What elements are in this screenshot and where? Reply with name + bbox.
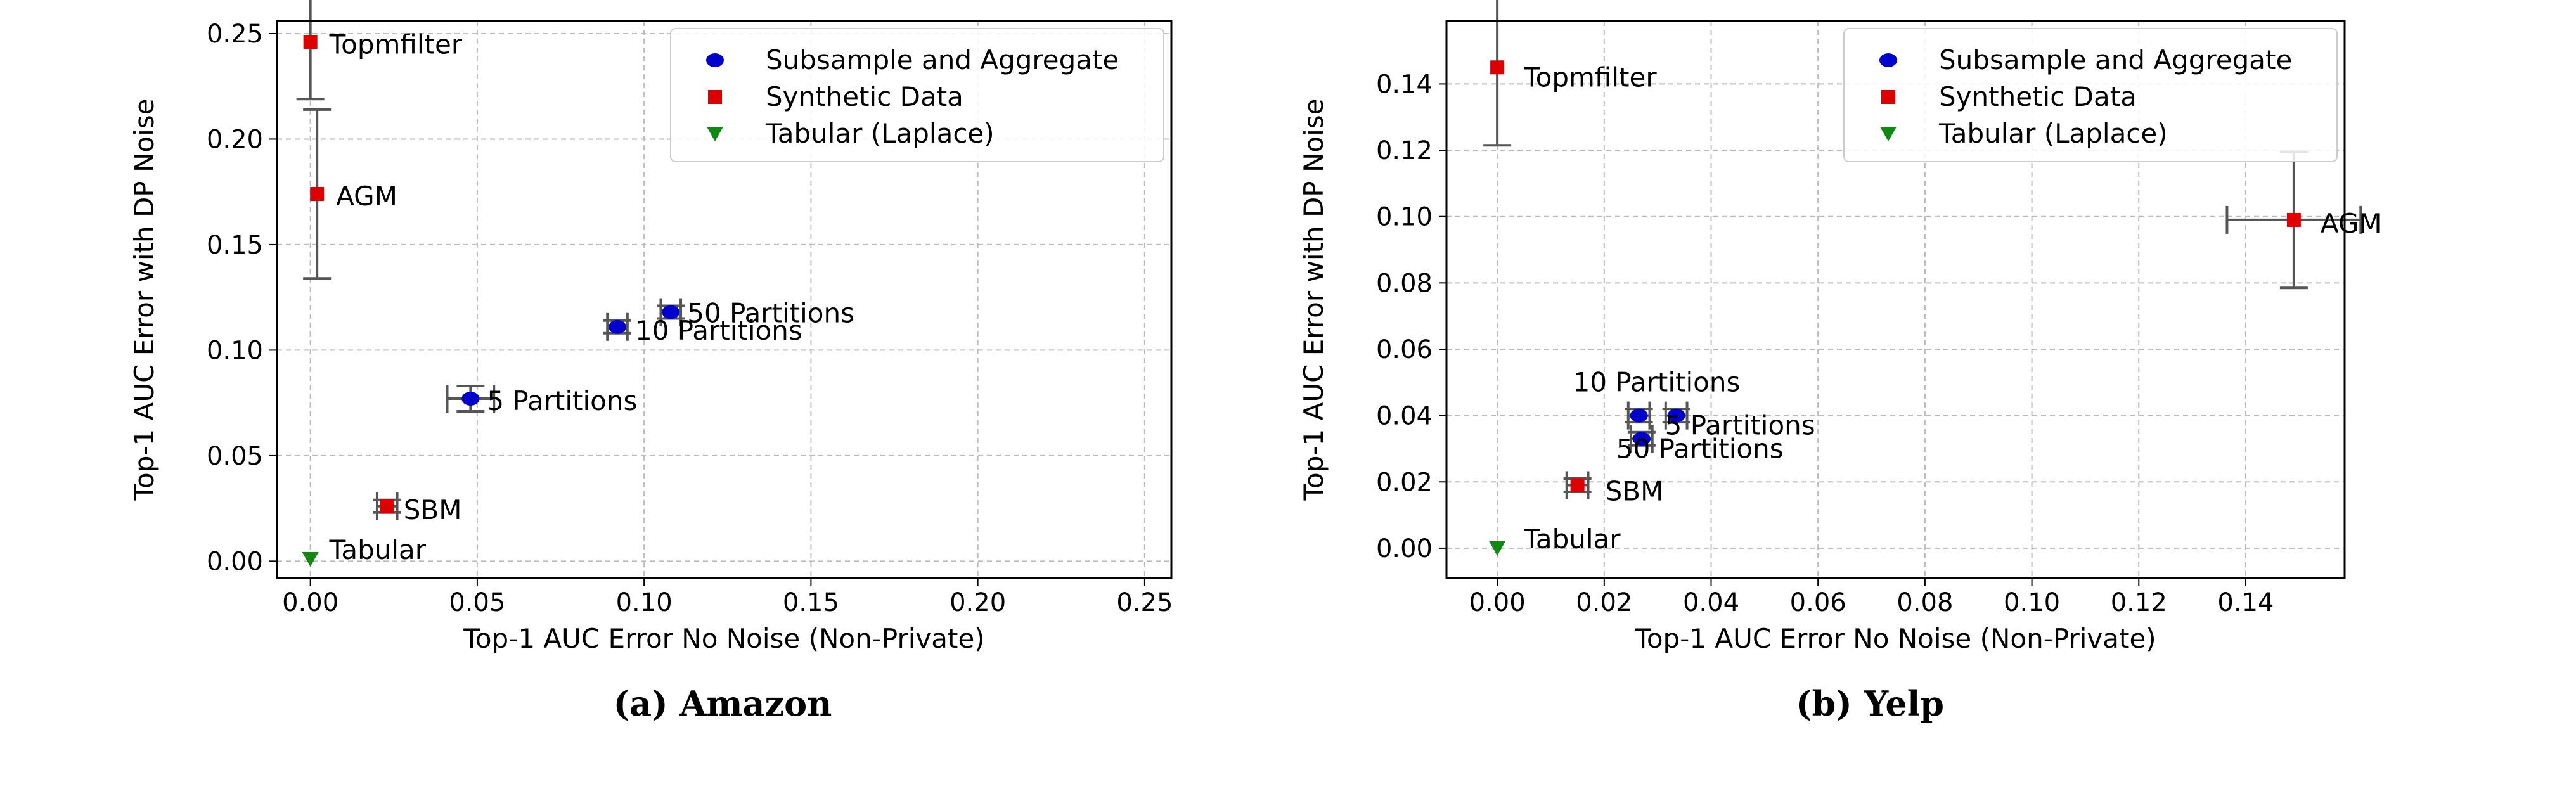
yelp-chart: 0.00 0.02 0.04 0.06 0.08 0.10 0.12 0.14 0.00 0.02… <box>1298 0 2382 654</box>
data-point-synthetic <box>310 187 325 202</box>
y-tick-label: 0.12 <box>1376 136 1433 165</box>
x-tick-label: 0.06 <box>1790 588 1846 617</box>
point-label: Tabular <box>1523 524 1621 555</box>
legend-label-subsample: Subsample and Aggregate <box>766 44 1119 75</box>
x-tick-label: 0.10 <box>616 588 673 617</box>
data-point-synthetic <box>303 35 318 49</box>
x-tick-label: 0.08 <box>1897 588 1953 617</box>
data-point-subsample <box>609 319 627 334</box>
legend-label-tabular: Tabular (Laplace) <box>1938 118 2168 149</box>
x-tick-label: 0.10 <box>2004 588 2060 617</box>
y-tick-label: 0.25 <box>207 20 263 49</box>
legend-marker-tabular <box>1880 127 1897 141</box>
x-axis-label: Top-1 AUC Error No Noise (Non-Private) <box>1634 623 2156 654</box>
point-label: AGM <box>336 181 397 212</box>
data-point-subsample <box>1632 432 1651 446</box>
data-point-subsample <box>1667 408 1685 423</box>
point-label: 10 Partitions <box>635 315 802 346</box>
y-tick-label: 0.20 <box>207 125 263 154</box>
y-tick-label: 0.10 <box>1376 203 1433 232</box>
point-label: Tabular <box>329 534 427 565</box>
y-axis-label: Top-1 AUC Error with DP Noise <box>129 99 160 501</box>
x-axis-label: Top-1 AUC Error No Noise (Non-Private) <box>463 623 984 654</box>
data-point-synthetic <box>1570 478 1585 492</box>
x-tick-label: 0.15 <box>783 588 839 617</box>
point-label: SBM <box>1606 476 1664 507</box>
y-tick-label: 0.15 <box>207 231 263 260</box>
data-point-subsample <box>461 391 480 406</box>
point-label: AGM <box>2321 208 2382 239</box>
x-tick-label: 0.14 <box>2217 588 2274 617</box>
x-tick-label: 0.25 <box>1116 588 1173 617</box>
x-tick-label: 0.04 <box>1683 588 1739 617</box>
point-label: 5 Partitions <box>1665 410 1815 441</box>
data-point-tabular <box>302 552 319 567</box>
legend-label-subsample: Subsample and Aggregate <box>1939 44 2292 75</box>
point-label: 10 Partitions <box>1573 367 1741 398</box>
amazon-caption: (a) Amazon <box>613 683 832 724</box>
y-tick-label: 0.08 <box>1376 269 1433 298</box>
legend-label-tabular: Tabular (Laplace) <box>765 118 995 149</box>
data-point-subsample <box>662 305 680 319</box>
y-tick-label: 0.00 <box>207 547 263 576</box>
legend-marker-subsample <box>706 53 724 67</box>
y-tick-label: 0.04 <box>1376 402 1433 431</box>
data-point-subsample <box>1630 408 1648 423</box>
data-point-synthetic <box>1490 60 1505 75</box>
yelp-caption: (b) Yelp <box>1795 683 1945 724</box>
data-point-synthetic <box>380 499 394 513</box>
y-tick-label: 0.05 <box>207 442 263 471</box>
y-axis-label: Top-1 AUC Error with DP Noise <box>1298 99 1329 501</box>
x-tick-label: 0.12 <box>2111 588 2167 617</box>
plot-frame <box>276 20 1173 579</box>
point-label: Topmfilter <box>329 29 463 60</box>
plot-frame <box>1445 20 2346 579</box>
legend-marker-subsample <box>1879 53 1897 67</box>
point-label: 50 Partitions <box>1616 433 1784 464</box>
x-tick-label: 0.00 <box>282 588 338 617</box>
point-label: 5 Partitions <box>487 385 637 416</box>
y-tick-label: 0.06 <box>1376 335 1433 364</box>
legend-marker-synthetic <box>1881 90 1895 104</box>
data-point-synthetic <box>2286 212 2301 227</box>
legend-box <box>1843 28 2338 162</box>
x-tick-label: 0.00 <box>1469 588 1526 617</box>
point-label: Topmfilter <box>1523 61 1657 93</box>
legend-marker-tabular <box>707 127 723 141</box>
legend-marker-synthetic <box>708 90 722 104</box>
data-point-tabular <box>1489 541 1506 556</box>
amazon-chart: 0.00 0.05 0.10 0.15 0.20 0.25 0.00 0.05 0.10 0.15… <box>129 0 1173 654</box>
x-tick-label: 0.02 <box>1576 588 1632 617</box>
legend-label-synthetic: Synthetic Data <box>1939 81 2137 112</box>
point-label: 50 Partitions <box>687 297 854 328</box>
y-tick-label: 0.00 <box>1376 534 1433 563</box>
x-tick-label: 0.05 <box>449 588 505 617</box>
point-label: SBM <box>404 494 462 525</box>
legend-label-synthetic: Synthetic Data <box>766 81 963 112</box>
x-tick-label: 0.20 <box>950 588 1006 617</box>
y-tick-label: 0.10 <box>207 336 263 365</box>
legend-box <box>670 28 1164 162</box>
y-tick-label: 0.14 <box>1376 70 1433 99</box>
y-tick-label: 0.02 <box>1376 468 1433 497</box>
